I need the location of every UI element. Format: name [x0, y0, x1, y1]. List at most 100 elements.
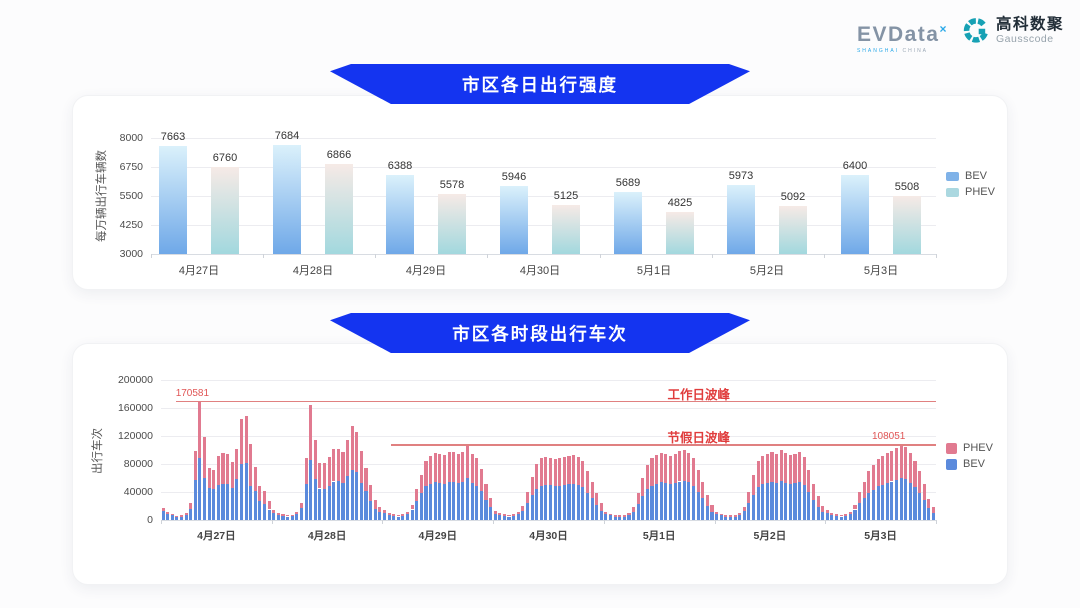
phev-bar-segment	[525, 492, 530, 504]
bev-bar-segment	[470, 482, 474, 520]
gridline	[161, 380, 936, 381]
bev-bar-segment	[641, 496, 645, 520]
bev-bar-segment	[770, 482, 774, 520]
phev-bar-segment	[585, 471, 589, 493]
phev-bar-segment	[193, 451, 197, 481]
bev-bar-segment	[756, 487, 760, 520]
phev-bar-segment	[641, 478, 645, 497]
legend-item-phev[interactable]: PHEV	[946, 442, 993, 454]
bev-bar-segment	[613, 516, 617, 520]
bev-bar-segment	[858, 503, 862, 520]
phev-bar-segment	[904, 447, 908, 480]
bev-bar-segment	[507, 516, 511, 520]
bev-bar-segment	[918, 492, 922, 520]
phev-bar-segment	[742, 506, 746, 511]
phev-bar-segment	[576, 457, 580, 485]
legend-item-phev[interactable]: PHEV	[946, 186, 995, 198]
phev-bar-segment	[871, 465, 875, 490]
phev-bar-segment	[696, 469, 700, 492]
phev-bar-segment	[627, 513, 631, 516]
phev-bar-segment	[701, 481, 705, 499]
phev-bar-segment	[253, 466, 257, 492]
legend-item-bev[interactable]: BEV	[946, 170, 995, 182]
gridline	[161, 520, 936, 521]
bev-bar-segment	[442, 483, 446, 520]
evdata-wordmark: EVData×	[857, 19, 948, 45]
bev-bar-segment	[373, 508, 377, 520]
x-axis-tick	[936, 254, 937, 258]
bev-bar-segment	[816, 506, 820, 520]
phev-bar-segment	[687, 452, 691, 483]
holiday-peak-label: 节假日波峰	[667, 431, 731, 446]
phev-bar-segment	[853, 504, 857, 510]
phev-bar-segment	[415, 488, 419, 502]
phev-bar-segment	[659, 452, 663, 483]
bev-bar-segment	[253, 491, 257, 520]
x-category-label: 5月3日	[863, 265, 899, 277]
y-tick-label: 3000	[119, 248, 143, 260]
phev-bar-segment	[512, 514, 516, 517]
phev-bar-segment	[567, 455, 571, 485]
bev-bar-segment	[193, 480, 197, 520]
bev-bar	[727, 185, 755, 254]
phev-bar-segment	[364, 467, 368, 492]
bev-bar-segment	[931, 513, 935, 520]
bev-bar-segment	[659, 482, 663, 520]
bev-bar-segment	[821, 512, 825, 520]
phev-bar-segment	[733, 514, 737, 517]
bev-bar-segment	[719, 515, 723, 520]
bev-bar-segment	[682, 480, 686, 520]
x-category-label: 4月30日	[519, 265, 561, 277]
bev-bar-segment	[618, 516, 622, 520]
bev-bar-segment	[221, 483, 225, 520]
bev-bar-segment	[608, 515, 613, 520]
gridline	[161, 464, 936, 465]
bar-value-label: 7663	[160, 130, 186, 143]
phev-bar-segment	[862, 481, 866, 499]
phev-bar-segment	[604, 511, 608, 515]
bev-bar-segment	[516, 514, 520, 520]
bev-bar-segment	[696, 492, 700, 520]
bev-bar-segment	[908, 482, 912, 520]
bev-bar-segment	[286, 516, 290, 520]
bev-bar-segment	[198, 457, 202, 520]
bev-bar-segment	[844, 516, 848, 520]
phev-bar-segment	[322, 463, 327, 490]
x-category-label: 4月27日	[178, 265, 220, 277]
phev-bar-segment	[429, 455, 433, 484]
phev-bar-segment	[816, 496, 820, 507]
bev-bar-segment	[405, 514, 410, 520]
bev-bar-segment	[811, 499, 816, 520]
phev-bar-segment	[392, 514, 396, 517]
phev-bar-segment	[581, 461, 585, 488]
chart1-title: 市区各日出行强度	[462, 74, 618, 95]
gausscode-en-name: Gausscode	[995, 33, 1054, 45]
phev-bar-segment	[304, 458, 308, 484]
phev-bar-segment	[710, 504, 714, 512]
bev-bar-segment	[262, 503, 267, 520]
phev-bar-segment	[452, 452, 456, 483]
phev-bar-segment	[378, 507, 382, 513]
bev-bar-segment	[530, 494, 534, 520]
phev-bar-segment	[281, 514, 285, 516]
phev-bar-segment	[479, 468, 483, 492]
bev-bar-segment	[493, 513, 497, 520]
legend-item-bev[interactable]: BEV	[946, 458, 993, 470]
phev-bar-segment	[226, 454, 230, 485]
legend-swatch-bev	[946, 458, 957, 470]
phev-bar-segment	[858, 492, 862, 504]
phev-bar-segment	[549, 457, 553, 485]
phev-bar-segment	[216, 456, 220, 486]
bev-bar	[500, 185, 528, 254]
bev-bar-segment	[216, 485, 220, 520]
y-tick-label: 160000	[117, 402, 153, 414]
x-category-label: 5月1日	[642, 530, 676, 542]
phev-bar-segment	[507, 515, 511, 517]
phev-bar-segment	[876, 459, 880, 487]
bev-bar-segment	[290, 516, 294, 520]
gridline	[151, 196, 936, 197]
phev-bar-segment	[779, 450, 783, 481]
phev-bar-segment	[493, 510, 497, 514]
bev-bar-segment	[525, 503, 530, 520]
bar-value-label: 4825	[667, 196, 693, 209]
